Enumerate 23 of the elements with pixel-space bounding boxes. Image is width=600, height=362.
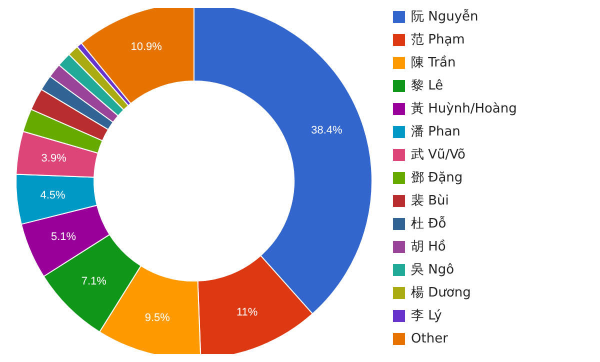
data-label: 38.4% <box>311 124 342 136</box>
legend-label: 李 Lý <box>411 308 442 324</box>
legend-label: 黎 Lê <box>411 78 444 94</box>
legend-label: 楊 Dương <box>411 286 471 300</box>
legend-label: 武 Vũ/Võ <box>411 148 466 162</box>
legend-label: 杜 Đỗ <box>411 216 446 232</box>
data-label: 9.5% <box>144 312 170 324</box>
data-label: 11% <box>236 306 258 319</box>
data-label: 3.9% <box>41 152 67 164</box>
data-label: 7.1% <box>81 276 107 288</box>
data-label: 5.1% <box>50 230 76 243</box>
data-label: 4.5% <box>40 190 66 202</box>
legend-label: 黃 Huỳnh/Hoàng <box>411 102 517 116</box>
legend-label: Other <box>411 332 449 346</box>
data-label: 10.9% <box>130 41 162 54</box>
legend-label: 胡 Hồ <box>411 238 446 254</box>
legend-label: 吳 Ngô <box>411 262 454 278</box>
legend-label: 陳 Trần <box>411 54 456 70</box>
legend-label: 鄧 Đặng <box>411 170 463 186</box>
legend-label: 阮 Nguyễn <box>411 8 478 24</box>
legend-label: 潘 Phan <box>411 124 460 140</box>
legend-label: 范 Phạm <box>411 32 465 48</box>
legend-label: 裴 Bùi <box>411 194 449 208</box>
